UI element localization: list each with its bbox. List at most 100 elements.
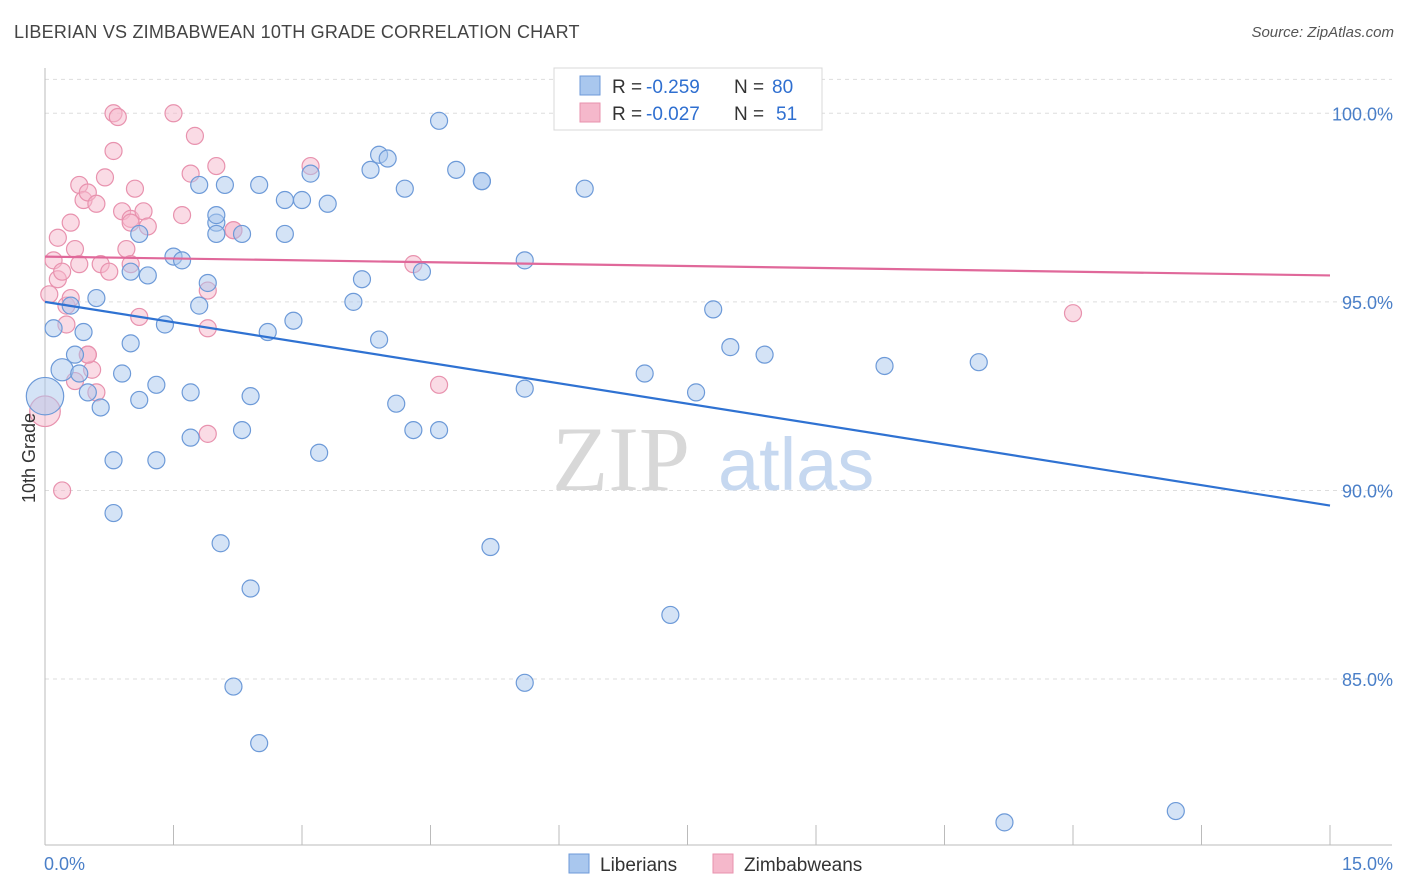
- liberians-point-36: [241, 579, 260, 598]
- bottom-legend-blue-label: Liberians: [600, 855, 677, 876]
- liberians-point-7: [78, 383, 97, 402]
- zimbabweans-point-25: [117, 239, 136, 259]
- correlation-legend: R = -0.259 N = 80 R = -0.027 N = 51: [553, 67, 823, 131]
- watermark-atlas: atlas: [718, 423, 874, 506]
- liberians-point-29: [211, 534, 230, 553]
- liberians-point-20: [155, 315, 175, 334]
- zimbabweans-trend-line: [44, 255, 1331, 277]
- zimbabweans-point-22: [108, 107, 127, 127]
- liberians-point-30: [215, 175, 234, 195]
- liberians-point-42: [275, 224, 294, 244]
- liberians-point-38: [250, 175, 269, 195]
- axes: [44, 68, 1392, 846]
- liberians-point-41: [275, 190, 294, 210]
- liberians-point-60: [447, 160, 466, 179]
- zimbabweans-point-46: [1063, 304, 1083, 323]
- liberians-trend-line: [44, 300, 1331, 507]
- series-legend: Liberians Zimbabweans: [568, 853, 862, 876]
- x-tick-label-1: 15.0%: [1342, 854, 1393, 874]
- zimbabweans-point-6: [53, 481, 72, 500]
- liberians-point-24: [181, 428, 200, 447]
- liberians-point-52: [370, 330, 389, 349]
- source-credit: Source: ZipAtlas.com: [1251, 24, 1394, 41]
- liberians-point-0: [25, 376, 65, 416]
- legend-pink-n-label: N =: [734, 104, 764, 125]
- liberians-point-57: [412, 262, 432, 281]
- liberians-point-50: [361, 160, 380, 179]
- liberians-point-44: [292, 190, 312, 210]
- liberians-point-18: [147, 451, 166, 470]
- liberians-point-64: [515, 379, 534, 398]
- liberians-point-8: [87, 288, 106, 308]
- liberians-point-45: [301, 164, 320, 183]
- liberians-point-58: [429, 420, 449, 440]
- liberians-point-54: [387, 394, 406, 413]
- liberians-point-6: [74, 322, 93, 342]
- liberians-point-47: [318, 194, 337, 213]
- legend-blue-swatch: [579, 75, 601, 96]
- liberians-point-72: [721, 338, 740, 357]
- y-tick-label-3: 100.0%: [1332, 104, 1393, 124]
- zimbabweans-point-34: [172, 206, 192, 225]
- liberians-point-5: [70, 364, 89, 383]
- bottom-legend-pink-swatch: [712, 853, 734, 874]
- liberians-point-19: [147, 375, 166, 394]
- watermark-zip: ZIP: [552, 408, 690, 510]
- liberians-point-32: [207, 224, 226, 244]
- liberians-point-14: [121, 262, 140, 281]
- zimbabweans-point-23: [104, 141, 123, 161]
- liberians-points: [25, 111, 1185, 832]
- liberians-point-35: [232, 420, 252, 440]
- zimbabweans-point-29: [125, 179, 145, 198]
- liberians-point-68: [635, 364, 654, 383]
- liberians-point-62: [472, 172, 491, 191]
- liberians-point-13: [121, 334, 140, 353]
- liberians-point-1: [44, 319, 63, 338]
- liberians-point-12: [112, 364, 132, 383]
- legend-blue-n-value: 80: [772, 77, 793, 98]
- liberians-point-59: [429, 111, 449, 130]
- liberians-point-16: [130, 390, 149, 410]
- liberians-point-23: [181, 383, 200, 402]
- liberians-point-69: [661, 605, 680, 625]
- legend-pink-r-label: R =: [612, 104, 642, 125]
- liberians-point-74: [875, 356, 894, 376]
- zimbabweans-point-40: [207, 156, 226, 176]
- liberians-point-66: [515, 673, 534, 692]
- liberians-point-26: [190, 296, 209, 315]
- liberians-point-49: [352, 270, 372, 289]
- legend-blue-n-label: N =: [734, 77, 764, 98]
- liberians-point-22: [172, 251, 192, 270]
- liberians-point-9: [91, 398, 110, 417]
- liberians-point-4: [65, 345, 85, 364]
- zimbabweans-point-3: [48, 228, 67, 247]
- liberians-point-15: [130, 224, 149, 244]
- liberians-point-67: [575, 179, 594, 198]
- zimbabweans-point-17: [87, 194, 106, 213]
- liberians-point-46: [310, 443, 329, 462]
- liberians-point-37: [241, 387, 260, 406]
- liberians-point-75: [969, 353, 988, 372]
- watermark: ZIP atlas: [552, 408, 874, 510]
- liberians-point-25: [190, 175, 209, 195]
- liberians-point-65: [515, 251, 534, 270]
- x-tick-labels: 0.0% 15.0%: [44, 854, 1393, 874]
- zimbabweans-point-36: [185, 126, 205, 145]
- zimbabweans-point-45: [429, 375, 449, 394]
- liberians-point-39: [250, 734, 269, 753]
- zimbabweans-point-39: [198, 424, 217, 443]
- liberians-point-17: [138, 266, 157, 285]
- liberians-point-56: [404, 420, 423, 440]
- y-axis-label: 10th Grade: [19, 413, 39, 503]
- bottom-legend-pink-label: Zimbabweans: [744, 855, 862, 876]
- zimbabweans-point-10: [65, 239, 85, 259]
- x-tick-label-0: 0.0%: [44, 854, 85, 874]
- y-tick-label-2: 95.0%: [1342, 293, 1393, 313]
- legend-blue-r-value: -0.259: [646, 77, 700, 98]
- y-tick-labels: 85.0% 90.0% 95.0% 100.0%: [1332, 104, 1393, 690]
- y-tick-label-0: 85.0%: [1342, 670, 1393, 690]
- liberians-point-10: [104, 451, 123, 470]
- trend-lines: [44, 255, 1331, 507]
- bottom-legend-blue-swatch: [568, 853, 590, 874]
